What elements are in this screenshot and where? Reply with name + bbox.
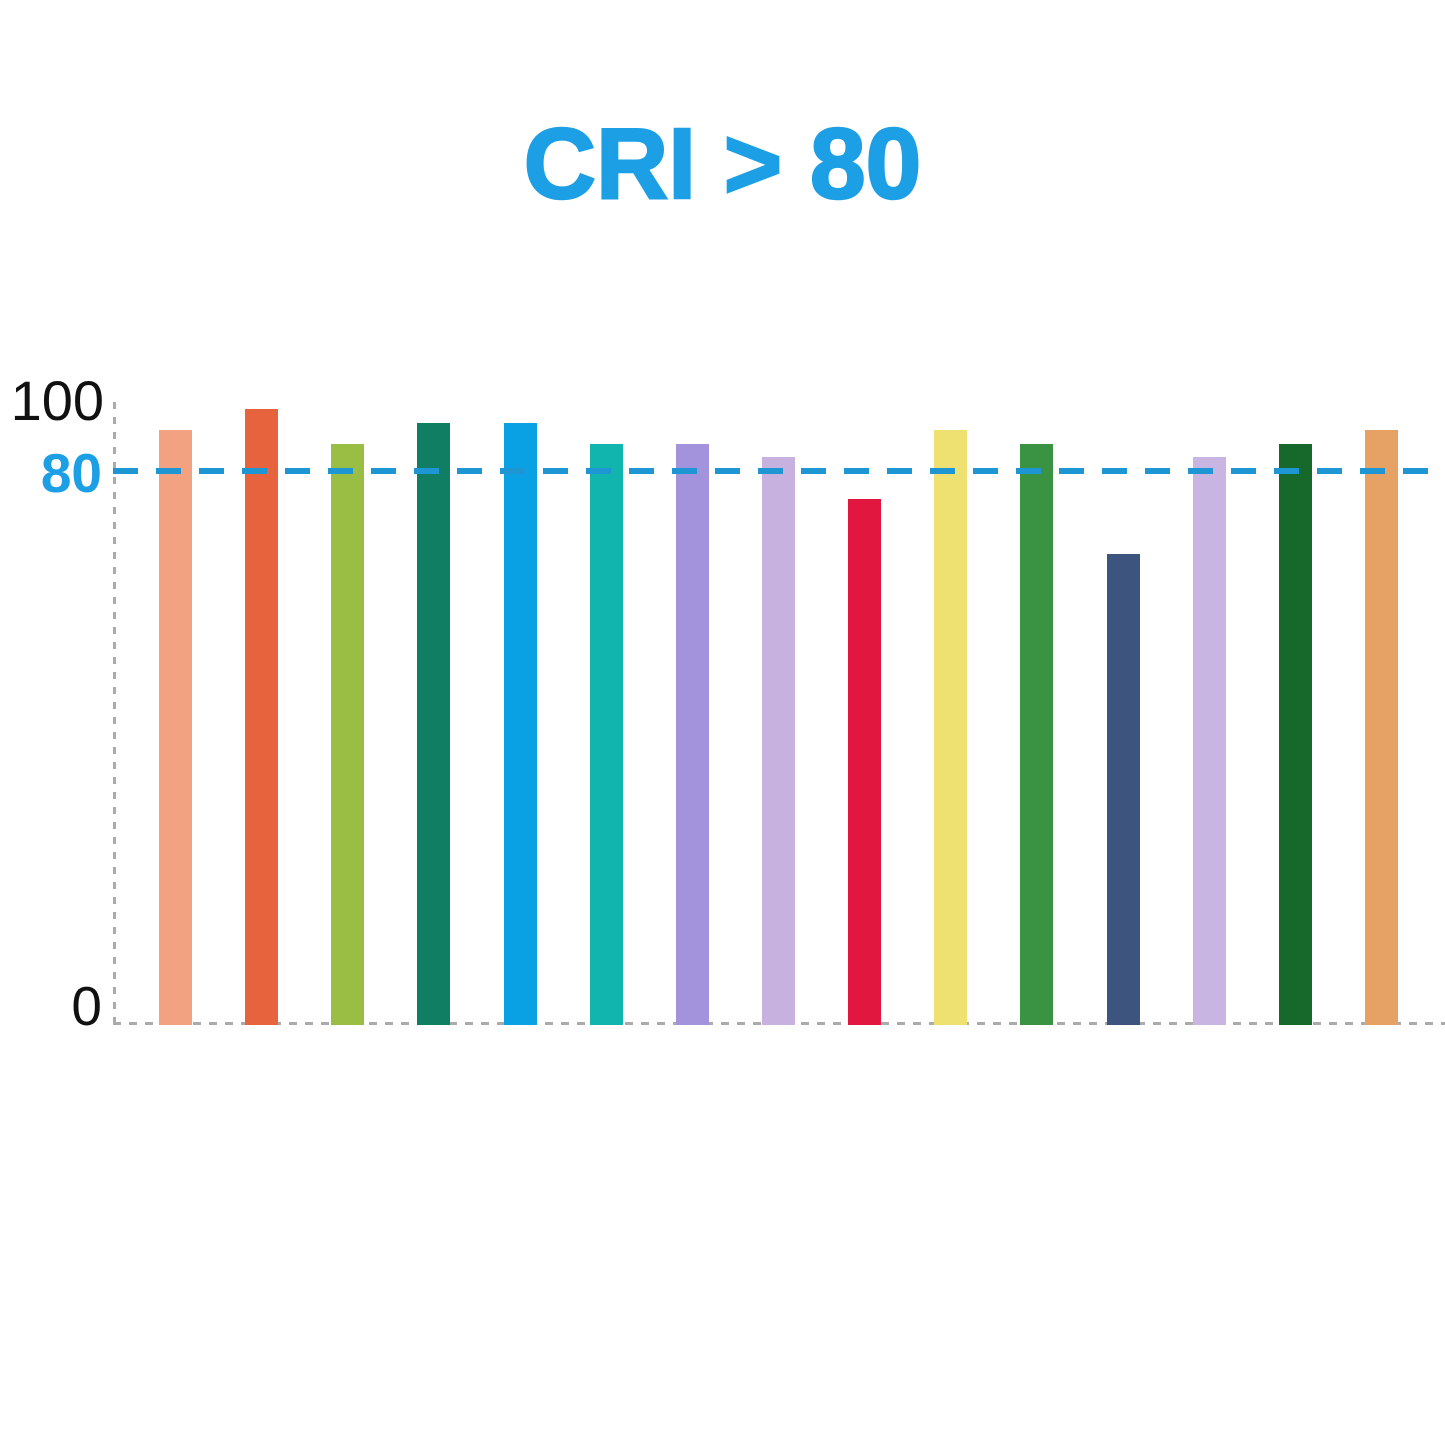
bar-r6 (590, 444, 623, 1025)
y-axis-tick-0: 0 (71, 975, 102, 1037)
bar-r5 (504, 423, 537, 1025)
y-axis-tick-80: 80 (40, 442, 102, 504)
plot-area (113, 402, 1445, 1025)
bar-r3 (331, 444, 364, 1025)
bar-r2 (245, 409, 278, 1025)
bar-r8 (762, 457, 795, 1025)
bar-r4 (417, 423, 450, 1025)
bar-r14 (1279, 444, 1312, 1025)
bar-r11 (1020, 444, 1053, 1025)
bar-r10 (934, 430, 967, 1025)
bar-r13 (1193, 457, 1226, 1025)
bar-r9 (848, 499, 881, 1025)
y-axis-tick-100: 100 (10, 369, 104, 432)
bar-r1 (159, 430, 192, 1025)
y-axis-dashed-line (113, 402, 116, 1025)
bar-r15 (1365, 430, 1398, 1025)
cri-80-threshold-line (113, 468, 1445, 474)
bar-r7 (676, 444, 709, 1025)
chart-title: CRI > 80 (523, 108, 923, 220)
bar-r12 (1107, 554, 1140, 1025)
